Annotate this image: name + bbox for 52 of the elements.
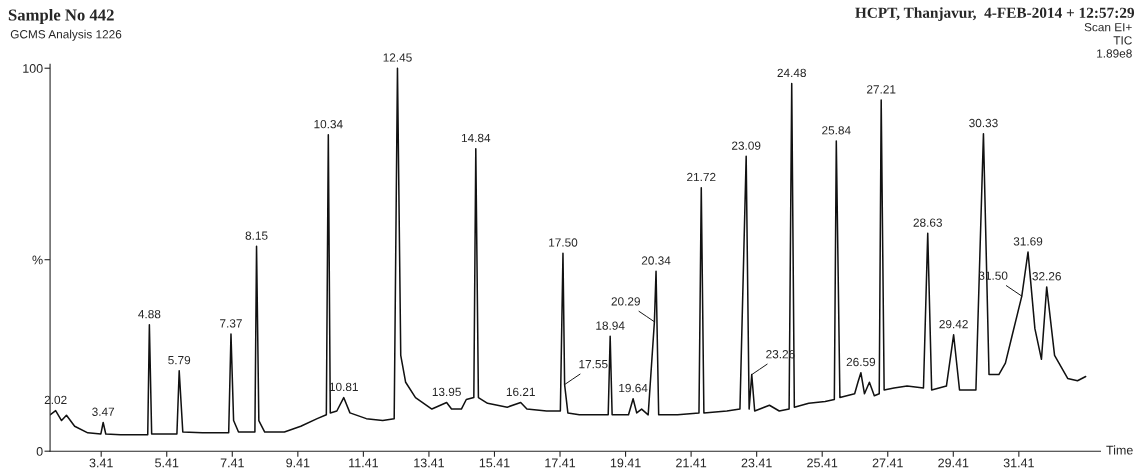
- x-tick-label: 7.41: [220, 458, 244, 468]
- chart-title: Sample No 442: [8, 8, 114, 25]
- y-tick-label: 100: [23, 64, 43, 73]
- annotation: 25.84: [822, 126, 851, 135]
- annotation: 7.37: [220, 319, 242, 328]
- annotation: 23.09: [731, 141, 761, 150]
- x-tick-label: 31.41: [1003, 458, 1034, 468]
- x-tick-label: 11.41: [349, 458, 378, 468]
- annotation: 19.64: [619, 383, 648, 393]
- annotation: 21.72: [687, 172, 716, 182]
- x-tick-label: 29.41: [938, 458, 969, 468]
- annotation: 20.29: [611, 297, 640, 306]
- annotation: 17.50: [549, 238, 578, 247]
- x-tick-label: 9.41: [286, 458, 310, 468]
- annotation: 17.55: [579, 360, 608, 369]
- text: HCPT, Thanjavur, 4-FEB-2014 + 12:57:29: [855, 7, 1135, 22]
- x-tick-label: 17.41: [545, 458, 576, 468]
- annotation: 16.21: [506, 387, 535, 397]
- annotation: 18.94: [596, 321, 625, 330]
- annotation: 14.84: [461, 133, 491, 143]
- x-tick-label: 5.41: [155, 458, 179, 468]
- annotation: 24.48: [777, 68, 806, 78]
- annotation: 29.42: [939, 319, 968, 329]
- annotation: 5.79: [168, 355, 191, 365]
- annotation: 10.34: [314, 120, 343, 129]
- annotation: 30.33: [969, 118, 998, 128]
- annotation: 8.15: [245, 231, 268, 240]
- x-tick-label: 15.41: [479, 458, 510, 468]
- annotation: 28.63: [913, 218, 942, 227]
- x-tick-label: 19.41: [610, 458, 641, 468]
- x-axis-title: Time: [1106, 445, 1133, 455]
- x-tick-label: 23.41: [741, 458, 772, 468]
- annotation: 31.69: [1013, 237, 1043, 246]
- x-tick-label: 27.41: [872, 458, 903, 468]
- annotation: 12.45: [383, 53, 412, 62]
- x-tick-label: 21.41: [676, 458, 707, 468]
- annotation: 32.26: [1032, 272, 1061, 281]
- text: Scan EI+: [1084, 23, 1132, 32]
- annotation: 27.21: [867, 85, 896, 94]
- annotation: 3.47: [92, 407, 115, 416]
- x-tick-label: 3.41: [89, 458, 113, 468]
- x-tick-label: 13.41: [414, 458, 444, 468]
- chart-subtitle: GCMS Analysis 1226: [10, 29, 122, 41]
- annotation: 13.95: [432, 387, 461, 397]
- annotation: 4.88: [138, 309, 161, 319]
- x-tick-label: 25.41: [807, 458, 838, 468]
- annotation: 20.34: [641, 256, 671, 265]
- y-tick-label: %: [32, 255, 43, 265]
- text: 1.89e8: [1097, 49, 1132, 58]
- annotation: 26.59: [846, 357, 876, 367]
- y-tick-label: 0: [36, 447, 43, 456]
- text: TIC: [1113, 36, 1132, 45]
